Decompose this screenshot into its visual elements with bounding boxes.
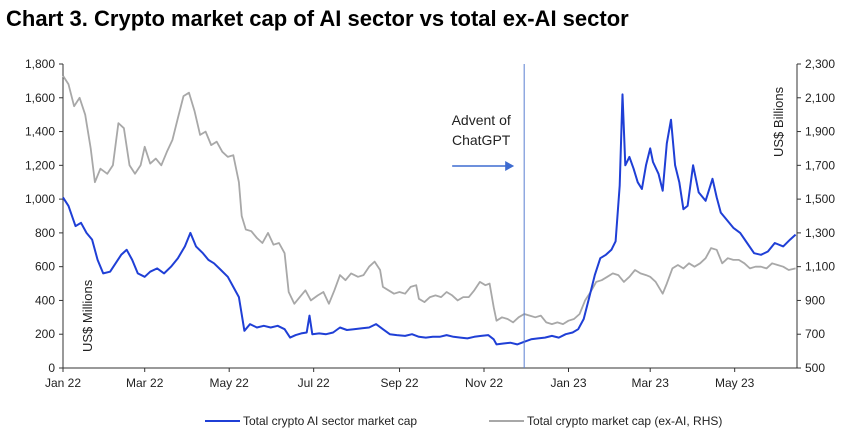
- annotation-arrow-head: [505, 161, 515, 171]
- left-axis-ticks: 0 200 400 600 800 1,000 1,200 1,400 1,600 1,800: [25, 57, 63, 375]
- annotation-line-1: Advent of: [452, 112, 511, 128]
- right-tick-label: 1,100: [805, 260, 835, 274]
- right-tick-label: 1,500: [805, 192, 835, 206]
- right-axis-ticks: 500 700 900 1,100 1,300 1,500 1,700 1,900 2,100 2…: [797, 57, 835, 375]
- legend: Total crypto AI sector market cap Total c…: [205, 414, 722, 428]
- chatgpt-annotation: Advent of ChatGPT: [452, 64, 525, 368]
- left-tick-label: 600: [35, 260, 55, 274]
- left-tick-label: 1,000: [25, 192, 55, 206]
- x-axis-ticks: Jan 22 Mar 22 May 22 Jul 22 Sep 22 Nov 22 Jan …: [45, 368, 755, 390]
- x-tick-label: May 23: [715, 376, 755, 390]
- x-tick-label: Mar 23: [632, 376, 670, 390]
- left-tick-label: 1,400: [25, 125, 55, 139]
- left-axis-label: US$ Millions: [80, 279, 95, 352]
- plot-frame: [62, 64, 798, 369]
- right-axis-label: US$ Billions: [771, 86, 786, 157]
- chart-title: Chart 3. Crypto market cap of AI sector …: [6, 6, 629, 31]
- left-tick-label: 200: [35, 327, 55, 341]
- x-tick-label: Jan 22: [45, 376, 81, 390]
- ai-sector-series-line: [62, 93, 797, 346]
- right-tick-label: 700: [805, 327, 825, 341]
- left-tick-label: 800: [35, 226, 55, 240]
- right-tick-label: 900: [805, 293, 825, 307]
- x-tick-label: Sep 22: [381, 376, 419, 390]
- right-tick-label: 500: [805, 361, 825, 375]
- left-tick-label: 1,800: [25, 57, 55, 71]
- legend-label: Total crypto market cap (ex-AI, RHS): [527, 414, 722, 428]
- right-tick-label: 1,300: [805, 226, 835, 240]
- x-tick-label: Jan 23: [550, 376, 586, 390]
- left-tick-label: 0: [48, 361, 55, 375]
- right-tick-label: 1,700: [805, 158, 835, 172]
- ex-ai-series-line: [62, 75, 796, 325]
- x-tick-label: Jul 22: [298, 376, 330, 390]
- x-tick-label: May 22: [210, 376, 250, 390]
- series-lines: [62, 75, 797, 346]
- left-tick-label: 1,200: [25, 158, 55, 172]
- right-tick-label: 1,900: [805, 125, 835, 139]
- x-tick-label: Mar 22: [126, 376, 164, 390]
- right-tick-label: 2,100: [805, 91, 835, 105]
- right-tick-label: 2,300: [805, 57, 835, 71]
- x-tick-label: Nov 22: [465, 376, 503, 390]
- annotation-line-2: ChatGPT: [452, 132, 511, 148]
- legend-label: Total crypto AI sector market cap: [243, 414, 417, 428]
- left-tick-label: 400: [35, 293, 55, 307]
- left-tick-label: 1,600: [25, 91, 55, 105]
